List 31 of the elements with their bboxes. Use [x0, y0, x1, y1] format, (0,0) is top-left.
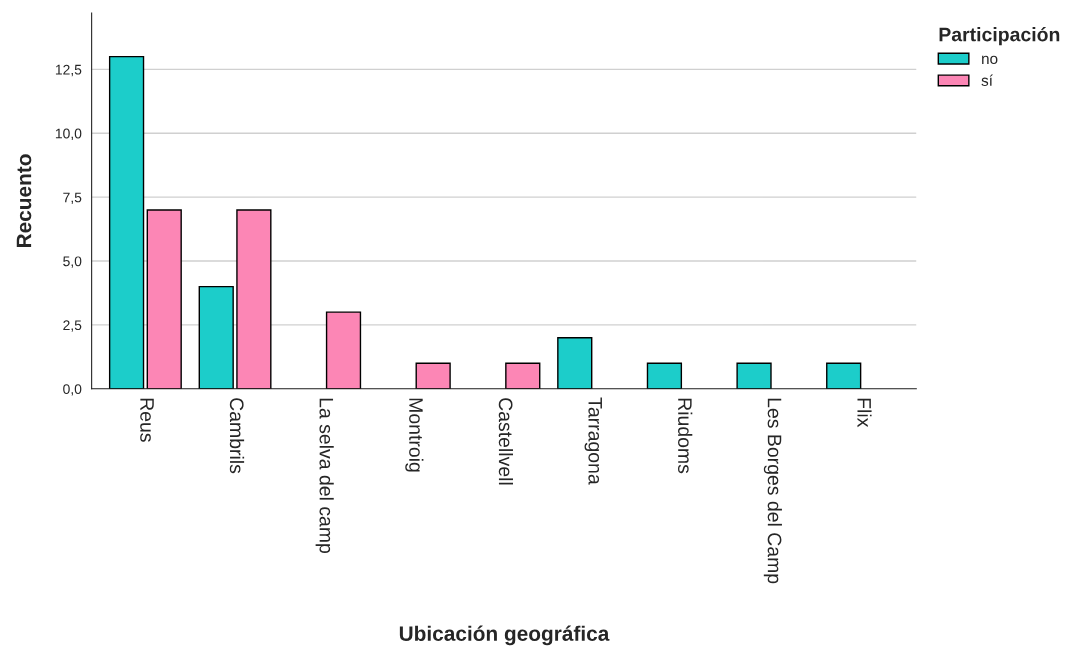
- y-tick-label: 12,5: [55, 64, 82, 77]
- x-tick-label: Tarragona: [584, 397, 602, 485]
- x-tick-label: La selva del camp: [315, 398, 334, 554]
- legend-label: sí: [981, 74, 993, 86]
- x-tick-label: Flix: [857, 398, 872, 428]
- legend-title: Participación: [939, 26, 1060, 46]
- y-tick-label: 5,0: [63, 256, 82, 268]
- x-tick-label: Castellvell: [498, 398, 514, 485]
- x-tick-label: Reus: [140, 398, 154, 442]
- bar: [736, 362, 772, 389]
- bar: [646, 362, 683, 389]
- y-tick-label: 2,5: [63, 320, 82, 332]
- x-tick-label: Cambrils: [229, 398, 245, 474]
- y-axis-title: Recuento: [16, 154, 32, 248]
- bar: [198, 285, 234, 389]
- y-tick-label: 10,0: [55, 128, 82, 141]
- y-tick-label: 7,5: [63, 192, 82, 204]
- x-tick-label: Montroig: [405, 398, 424, 472]
- bar: [108, 55, 145, 389]
- bar: [505, 362, 541, 389]
- bar: [146, 209, 182, 389]
- x-tick-label: Riudoms: [678, 398, 693, 474]
- bar: [236, 209, 272, 389]
- bar: [557, 337, 593, 389]
- y-tick-label: 0,0: [63, 384, 82, 396]
- bar: [826, 362, 862, 389]
- x-tick-label: Les Borges del Camp: [763, 398, 782, 584]
- bar: [415, 362, 451, 389]
- bar: [325, 311, 362, 389]
- legend-label: no: [982, 55, 998, 65]
- x-axis-title: Ubicación geográfica: [399, 625, 610, 646]
